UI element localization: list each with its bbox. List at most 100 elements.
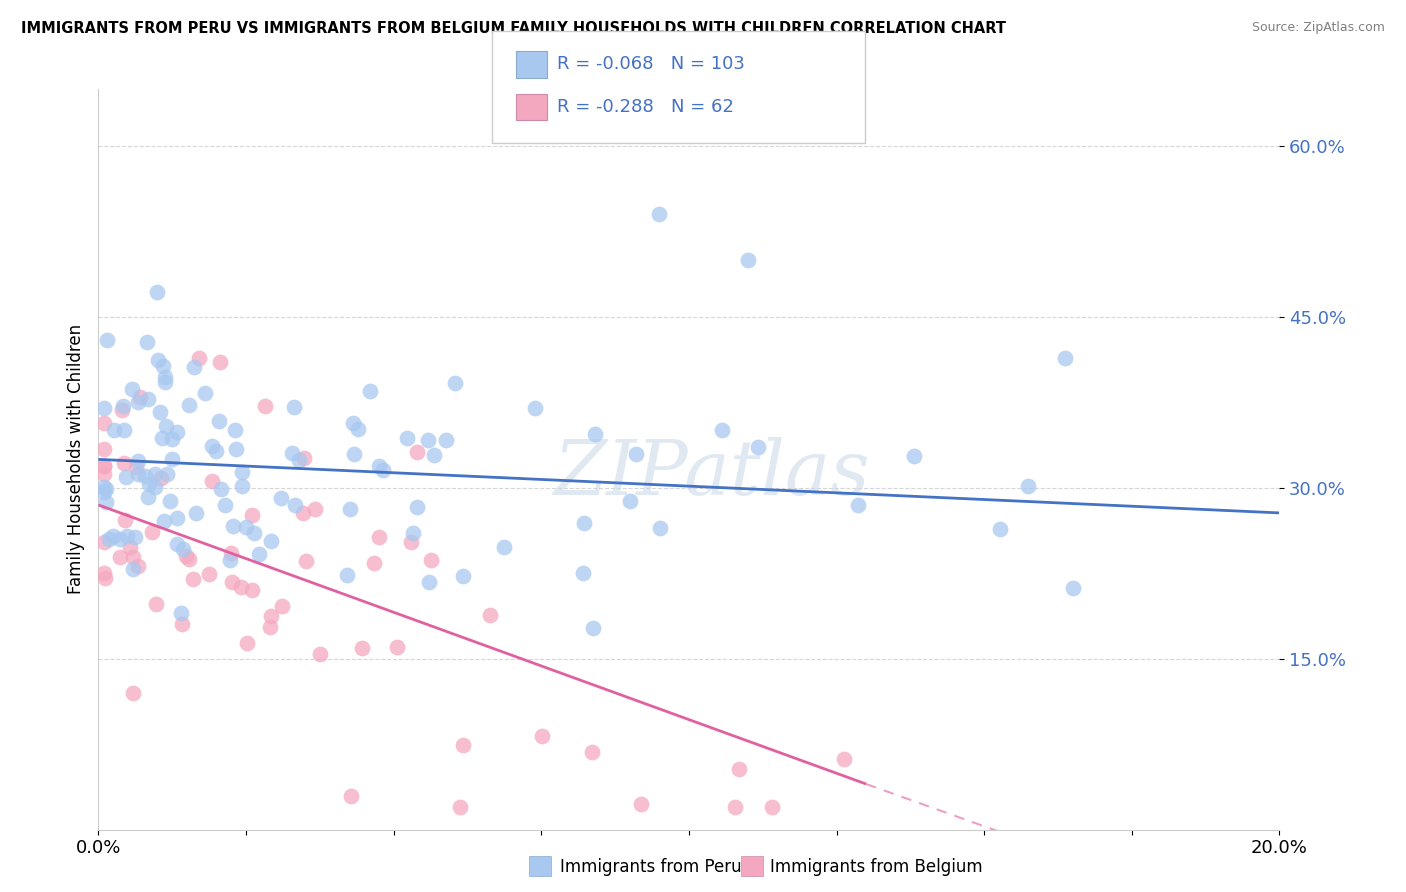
- Point: [112, 456, 135, 470]
- Point: [284, 498, 307, 512]
- Point: [111, 400, 134, 414]
- Point: [235, 520, 257, 534]
- Point: [122, 549, 145, 564]
- Point: [270, 491, 292, 506]
- Point: [295, 554, 318, 568]
- Point: [530, 729, 553, 743]
- Point: [288, 453, 311, 467]
- Point: [162, 451, 184, 466]
- Point: [145, 597, 167, 611]
- Point: [434, 433, 457, 447]
- Point: [624, 447, 647, 461]
- Point: [399, 535, 422, 549]
- Point: [903, 449, 925, 463]
- Point: [121, 685, 143, 699]
- Point: [343, 447, 366, 461]
- Point: [127, 467, 149, 482]
- Point: [832, 751, 855, 765]
- Point: [170, 617, 193, 632]
- Point: [136, 490, 159, 504]
- Point: [371, 463, 394, 477]
- Point: [339, 502, 361, 516]
- Point: [304, 502, 326, 516]
- Point: [155, 419, 177, 434]
- Point: [121, 382, 143, 396]
- Point: [224, 423, 246, 437]
- Point: [141, 524, 163, 539]
- Point: [395, 431, 418, 445]
- Point: [418, 575, 440, 590]
- Text: Immigrants from Peru: Immigrants from Peru: [560, 858, 741, 876]
- Point: [150, 432, 173, 446]
- Point: [188, 351, 211, 365]
- Point: [747, 440, 769, 454]
- Point: [214, 498, 236, 512]
- Point: [94, 482, 117, 496]
- Point: [292, 451, 315, 466]
- Point: [423, 448, 446, 462]
- Text: R = -0.288   N = 62: R = -0.288 N = 62: [557, 98, 734, 116]
- Point: [582, 622, 605, 636]
- Point: [254, 399, 277, 413]
- Text: ZIPatlas: ZIPatlas: [554, 437, 870, 511]
- Point: [155, 370, 177, 384]
- Point: [401, 526, 423, 541]
- Point: [159, 494, 181, 508]
- Point: [242, 583, 264, 598]
- Point: [240, 508, 263, 522]
- Point: [127, 558, 149, 573]
- Point: [166, 537, 188, 551]
- Point: [160, 432, 183, 446]
- Point: [93, 401, 115, 416]
- Text: Source: ZipAtlas.com: Source: ZipAtlas.com: [1251, 21, 1385, 34]
- Point: [93, 442, 115, 456]
- Point: [181, 572, 204, 586]
- Point: [218, 553, 240, 567]
- Point: [183, 359, 205, 374]
- Point: [340, 789, 363, 803]
- Point: [179, 552, 201, 566]
- Text: R = -0.068   N = 103: R = -0.068 N = 103: [557, 55, 745, 73]
- Point: [479, 608, 502, 623]
- Point: [177, 399, 200, 413]
- Point: [648, 207, 671, 221]
- Point: [209, 482, 232, 496]
- Point: [149, 405, 172, 419]
- Point: [359, 384, 381, 398]
- Point: [134, 469, 156, 483]
- Point: [342, 417, 364, 431]
- Point: [93, 416, 115, 430]
- Point: [443, 376, 465, 391]
- Point: [988, 523, 1011, 537]
- Point: [166, 510, 188, 524]
- Point: [112, 423, 135, 437]
- Point: [243, 526, 266, 541]
- Point: [336, 568, 359, 582]
- Point: [236, 636, 259, 650]
- Point: [96, 494, 118, 508]
- Point: [135, 334, 157, 349]
- Point: [153, 375, 176, 389]
- Point: [115, 470, 138, 484]
- Point: [583, 427, 606, 442]
- Y-axis label: Family Households with Children: Family Households with Children: [66, 325, 84, 594]
- Point: [451, 738, 474, 752]
- Point: [184, 506, 207, 520]
- Point: [172, 541, 194, 556]
- Point: [247, 547, 270, 561]
- Point: [449, 799, 471, 814]
- Point: [761, 799, 783, 814]
- Point: [96, 333, 118, 347]
- Point: [846, 498, 869, 512]
- Point: [138, 476, 160, 491]
- Point: [1017, 479, 1039, 493]
- Point: [352, 641, 374, 656]
- Point: [222, 518, 245, 533]
- Point: [219, 546, 242, 560]
- Point: [367, 458, 389, 473]
- Point: [103, 528, 125, 542]
- Point: [619, 493, 641, 508]
- Point: [208, 355, 231, 369]
- Point: [152, 514, 174, 528]
- Point: [630, 797, 652, 811]
